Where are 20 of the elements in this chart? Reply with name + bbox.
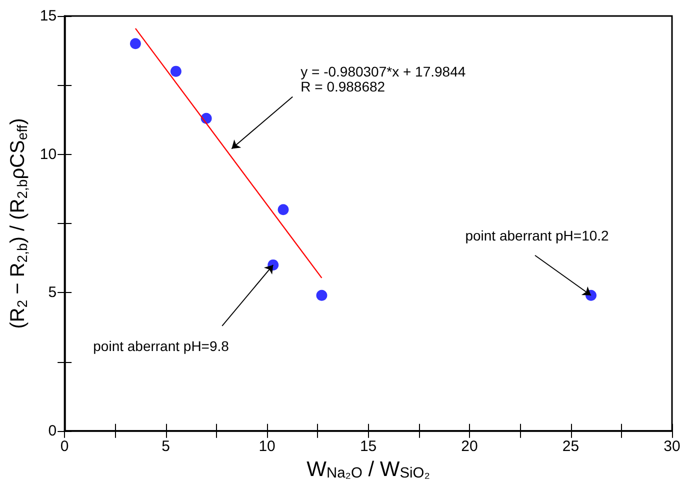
x-tick-label: 15 <box>360 438 377 455</box>
x-axis-title: WNa₂O / WSiO₂ <box>306 458 430 482</box>
point <box>278 204 289 216</box>
annotation: y = -0.980307*x + 17.9844 R = 0.988682 <box>300 63 466 94</box>
point <box>130 38 141 50</box>
annotation: point aberrant pH=9.8 <box>93 338 230 354</box>
y-tick-label: 10 <box>40 146 57 163</box>
x-tick-label: 25 <box>562 438 580 455</box>
x-tick-label: 10 <box>258 438 276 455</box>
y-tick-label: 15 <box>40 8 57 24</box>
x-tick-label: 5 <box>162 438 170 455</box>
text: (R2 − R2,b) / (R2,bρCSeff) <box>7 118 30 329</box>
x-tick-label: 30 <box>664 438 680 455</box>
annotation: point aberrant pH=10.2 <box>465 227 610 244</box>
y-tick-label: 5 <box>48 284 57 302</box>
x-tick-label: 0 <box>60 438 69 455</box>
point <box>316 290 328 301</box>
y-tick-label: 0 <box>48 422 57 440</box>
point <box>170 66 182 77</box>
x-tick-label: 20 <box>461 438 478 455</box>
